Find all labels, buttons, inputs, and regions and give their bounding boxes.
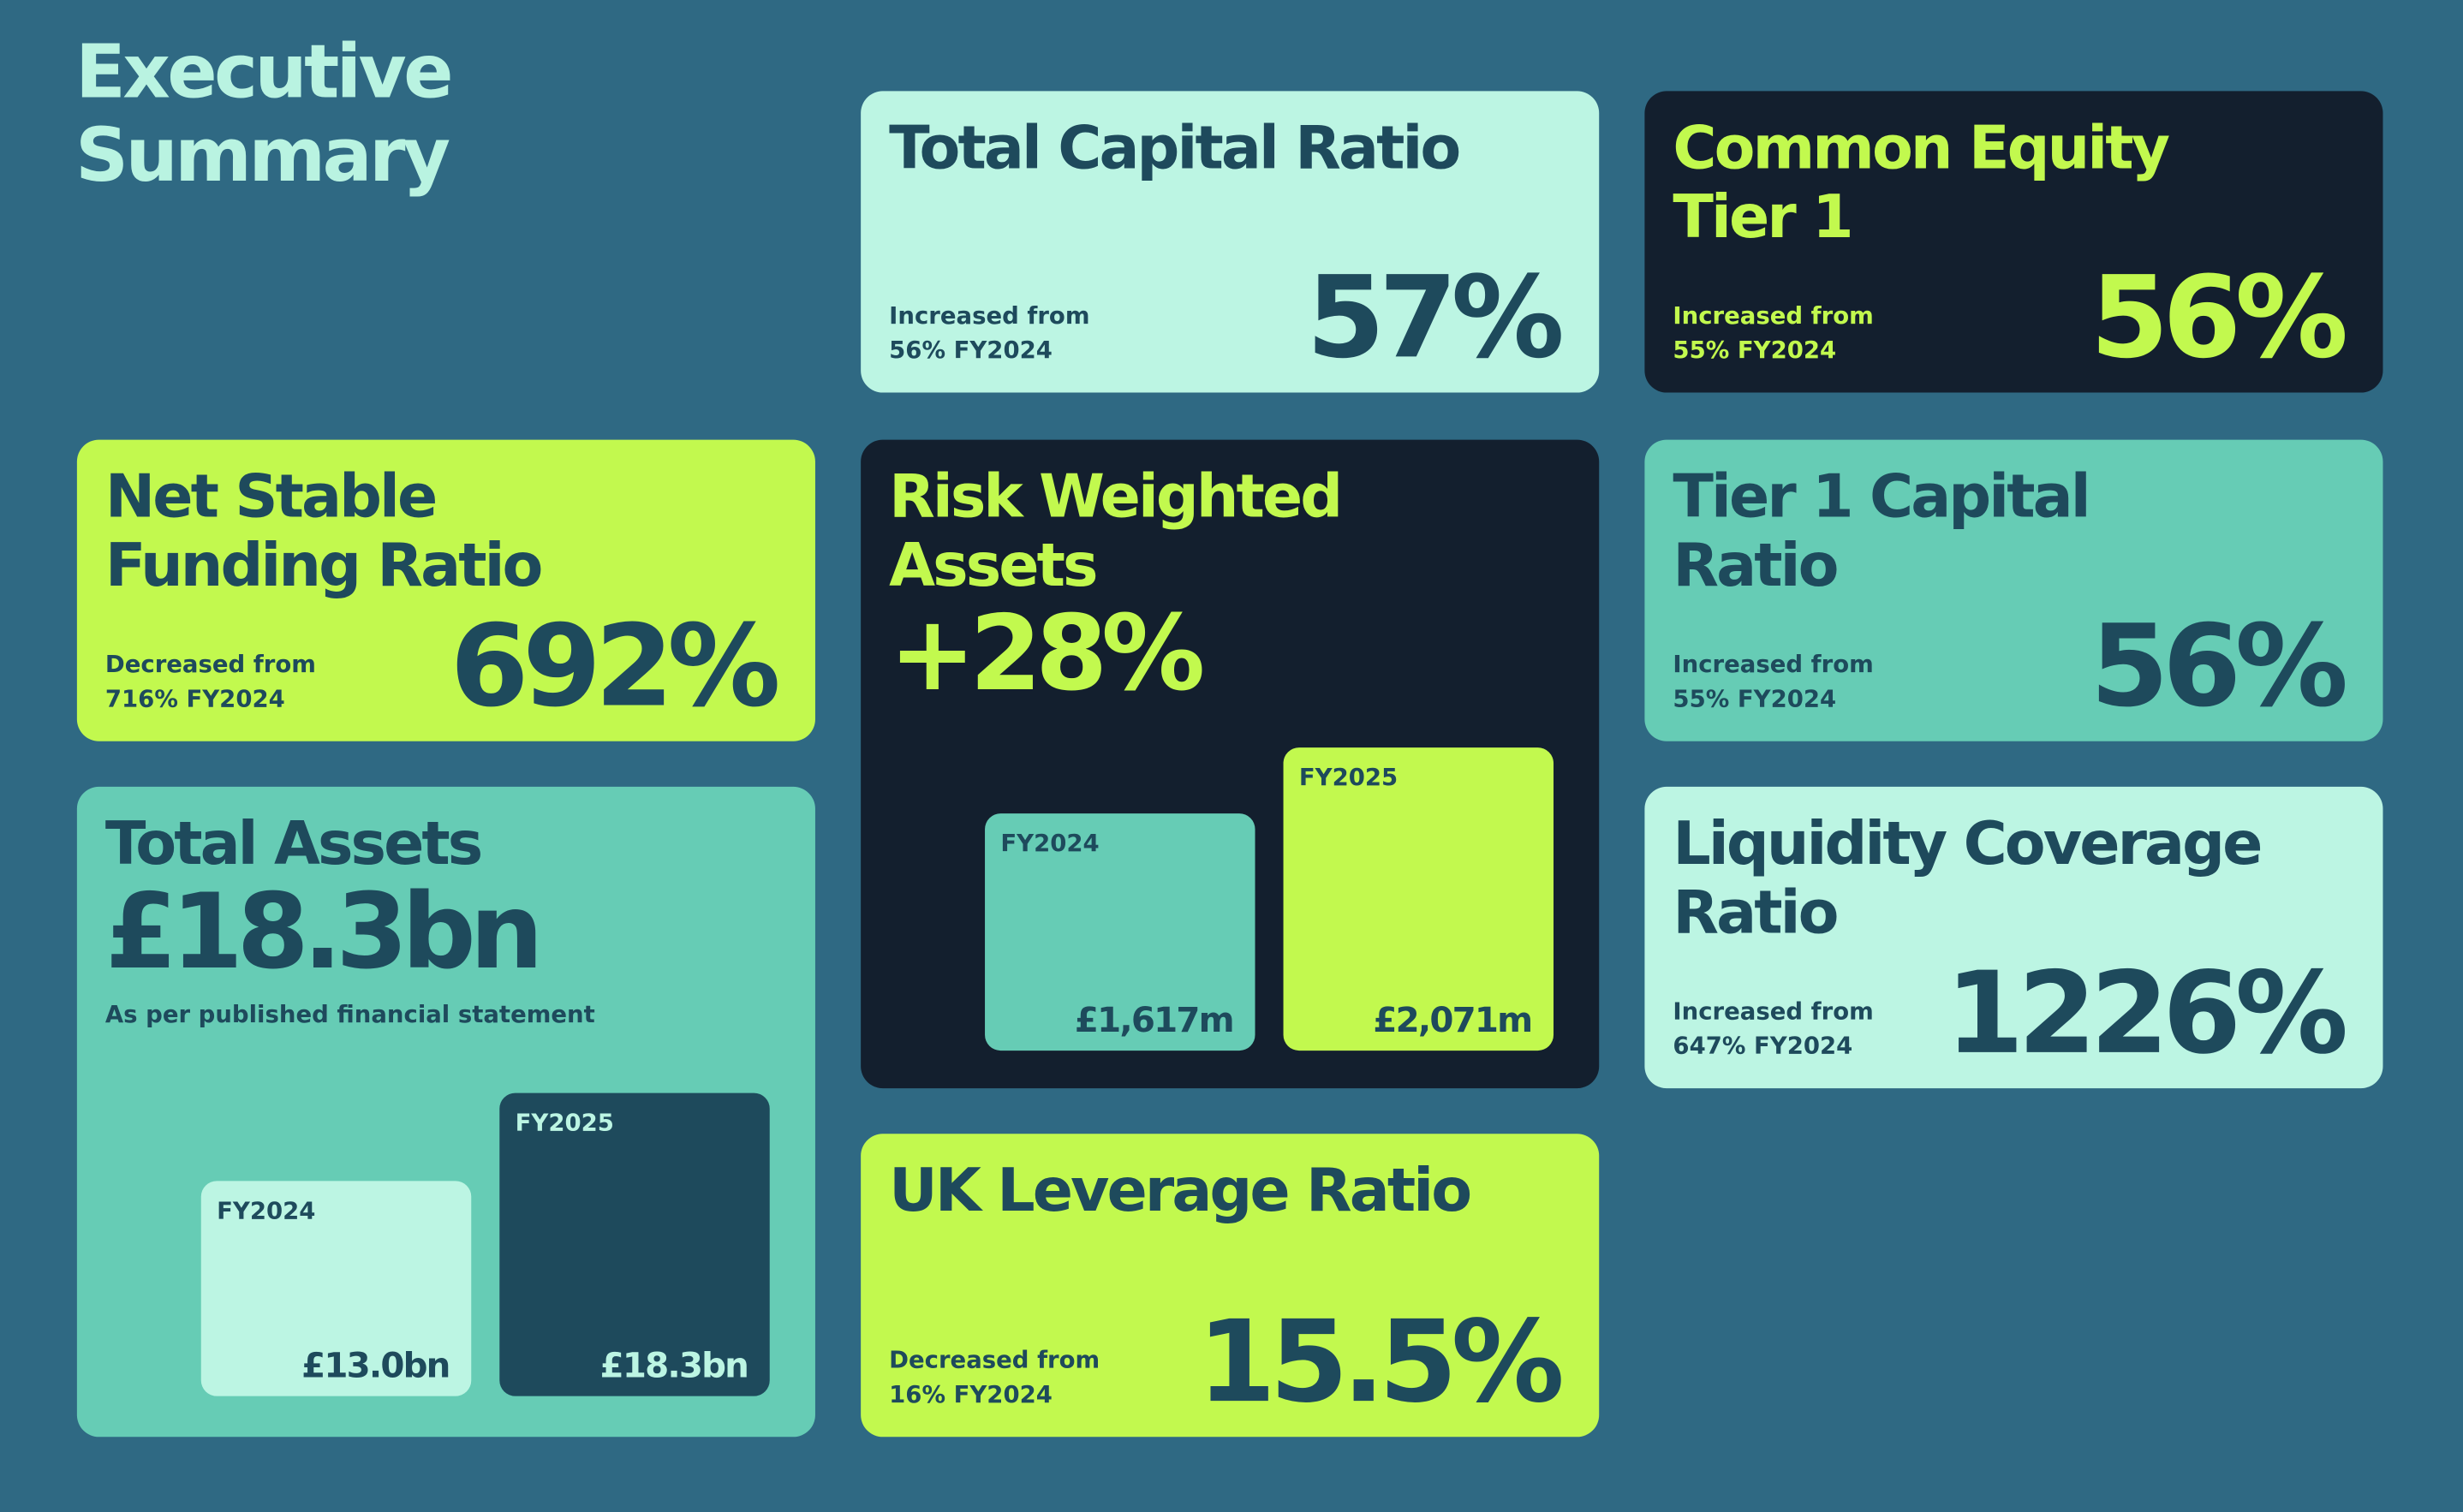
card-title: Net Stable Funding Ratio [104,461,544,600]
card-note: Decreased from 16% FY2024 [889,1345,1100,1409]
card-title: Total Assets [104,808,483,878]
card-value: 57% [1306,251,1564,384]
bar: FY2025 £2,071m [1283,747,1554,1051]
card-title: Total Capital Ratio [889,113,1461,182]
bar: FY2025 £18.3bn [499,1092,770,1396]
card-note: Increased from 55% FY2024 [1673,301,1874,365]
card-value: 692% [450,599,781,732]
card-value: 1226% [1945,947,2349,1080]
card-value: +28% [889,593,1205,715]
card-title: Risk Weighted Assets [889,461,1343,600]
bar: FY2024 £1,617m [985,813,1255,1051]
card-title: UK Leverage Ratio [889,1155,1472,1225]
metric-card: Liquidity Coverage Ratio Increased from 6… [1644,786,2383,1089]
bar-label: FY2024 [1000,830,1100,859]
bar-label: FY2025 [1298,763,1398,792]
card-title: Common Equity Tier 1 [1673,113,2170,252]
metric-card: Total Capital Ratio Increased from 56% FY… [861,91,1600,393]
card-value: £18.3bn [104,871,544,993]
card-note: Decreased from 716% FY2024 [104,650,316,713]
card-note: As per published financial statement [104,1000,595,1029]
metric-card: Net Stable Funding Ratio Decreased from 7… [76,439,815,741]
card-note: Increased from 647% FY2024 [1673,997,1874,1061]
metric-card: Tier 1 Capital Ratio Increased from 55% F… [1644,439,2383,741]
card-value: 56% [2090,251,2348,384]
card-value: 56% [2090,599,2348,732]
card-title: Liquidity Coverage Ratio [1673,808,2263,948]
metric-card: UK Leverage Ratio Decreased from 16% FY20… [861,1134,1600,1438]
metric-card: Risk Weighted Assets +28% FY2024 £1,617m FY2… [861,439,1600,1089]
card-note: Increased from 55% FY2024 [1673,650,1874,713]
page-title: Executive Summary [75,29,454,199]
bar-value-label: £13.0bn [301,1347,450,1387]
card-title: Tier 1 Capital Ratio [1673,461,2090,600]
bar-value-label: £18.3bn [599,1347,749,1387]
bar: FY2024 £13.0bn [200,1181,472,1396]
bar-value-label: £2,071m [1373,1002,1533,1042]
bar-value-label: £1,617m [1074,1002,1235,1042]
card-note: Increased from 56% FY2024 [889,301,1090,365]
bar-label: FY2025 [515,1108,614,1137]
metric-card: Common Equity Tier 1 Increased from 55% F… [1644,91,2383,393]
metric-card: Total Assets £18.3bn As per published fina… [76,786,815,1438]
card-value: 15.5% [1197,1295,1565,1428]
bar-label: FY2024 [217,1196,316,1225]
